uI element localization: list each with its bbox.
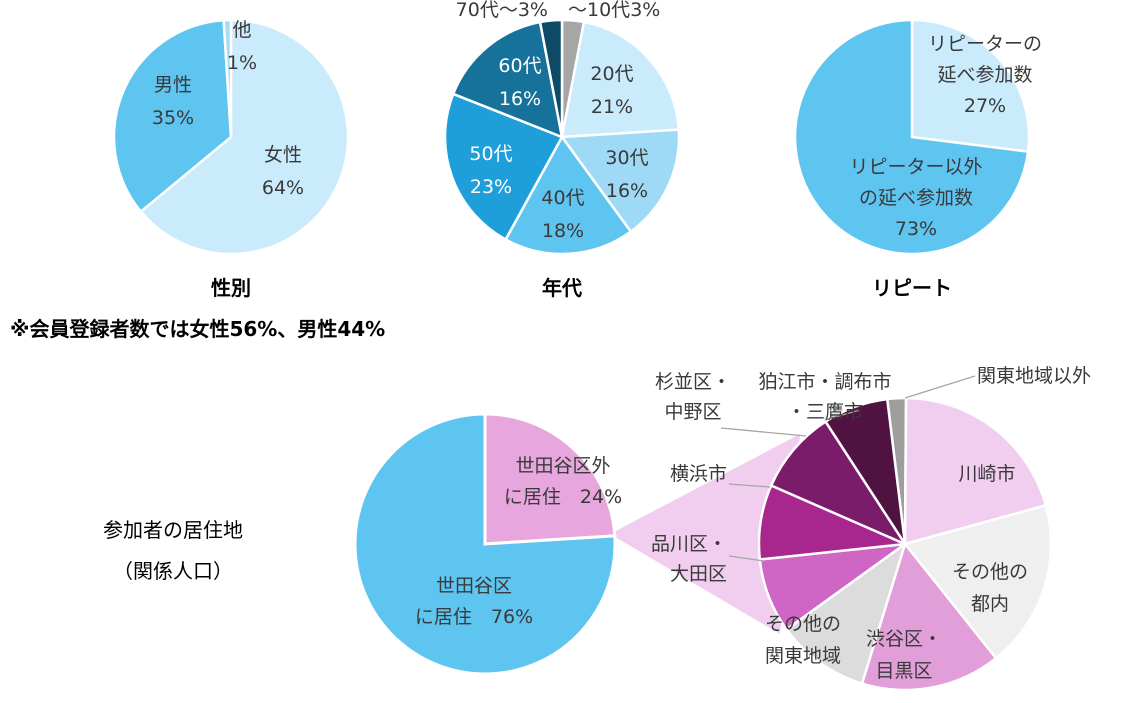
slice-label-age-0: 〜10代3%	[568, 0, 660, 21]
pie-chart-gender: 女性 64% 男性 35% 他 1%	[112, 18, 350, 256]
breakdown-label-3-0: 渋谷区・	[866, 628, 942, 650]
pie-breakdown-slice-1	[903, 396, 1048, 546]
breakdown-label-5-0: 品川区・	[651, 533, 727, 555]
pie-residence-slice-0	[483, 412, 617, 546]
slice-label-age-6: 70代〜3%	[456, 0, 548, 21]
slice-value-age-5: 16%	[499, 88, 541, 110]
pie-gender-slice-0	[139, 18, 350, 256]
pie-chart-age: 20代21%30代16%40代18%50代23%60代16%〜10代3%70代〜…	[443, 0, 681, 256]
breakdown-label-8-1: ・三鷹市	[787, 401, 863, 423]
breakdown-label-1-0: 川崎市	[958, 463, 1015, 485]
slice-label-age-6-name: 70代〜	[456, 0, 518, 21]
pie-gender-slice-1	[112, 18, 233, 214]
breakdown-label-7-0: 杉並区・	[655, 371, 731, 393]
breakdown-leader-6	[728, 483, 771, 488]
slice-label-gender-1: 男性	[154, 74, 192, 96]
breakdown-leader-5	[728, 555, 765, 562]
breakdown-leader-0	[904, 375, 976, 399]
pie-breakdown-slice-7	[769, 419, 909, 547]
chart-title-gender: 性別	[211, 276, 251, 300]
slice-value-age-2: 16%	[606, 180, 648, 202]
breakdown-label-8-0: 狛江市・調布市	[758, 371, 891, 393]
pie-age-slice-1	[560, 20, 681, 139]
pie-gender-slice-2	[222, 18, 233, 138]
slice-label-gender-0: 女性	[264, 144, 302, 166]
slice-label-repeat-1-1: の延べ参加数	[859, 187, 973, 209]
chart-title-residence: 参加者の居住地	[103, 518, 243, 542]
slice-label-age-1: 20代	[590, 63, 633, 85]
slice-label-age-3: 40代	[541, 187, 584, 209]
slice-value-gender-1: 35%	[152, 107, 194, 129]
breakdown-leader-8	[824, 409, 861, 421]
pie-age-slice-2	[559, 128, 681, 234]
pie-breakdown-slice-3	[860, 541, 998, 692]
pie-residence-slice-1	[353, 412, 617, 676]
pie-breakdown-slice-8	[823, 397, 907, 545]
slice-value-age-1: 21%	[591, 96, 633, 118]
slice-value-age-3: 18%	[542, 220, 584, 242]
pie-age-slice-6	[538, 18, 564, 138]
breakdown-label-2-0: その他の	[952, 561, 1028, 583]
slice-label-repeat-1-0: リピーター以外	[849, 156, 982, 178]
pie-chart-residence-breakdown: 川崎市その他の都内渋谷区・目黒区その他の関東地域関東地域以外品川区・大田区横浜市…	[651, 365, 1091, 692]
slice-label-repeat-0-1: 延べ参加数	[937, 64, 1032, 86]
slice-label-residence-0-1: に居住 24%	[504, 486, 622, 508]
slice-value-gender-0: 64%	[262, 177, 304, 199]
slice-value-age-4: 23%	[470, 176, 512, 198]
footnote: ※会員登録者数では女性56%、男性44%	[10, 317, 385, 341]
slice-value-residence-0: 24%	[580, 486, 622, 508]
slice-value-repeat-1: 73%	[895, 218, 937, 240]
pie-breakdown-slice-2	[902, 503, 1053, 660]
breakdown-label-7-1: 中野区	[664, 401, 721, 423]
breakdown-label-6-0: 横浜市	[670, 463, 727, 485]
breakdown-label-2-1: 都内	[971, 593, 1009, 615]
chart-title-age: 年代	[542, 276, 582, 300]
slice-label-gender-2: 他	[232, 19, 251, 41]
pie-age-slice-5	[451, 20, 564, 139]
pie-age-slice-4	[443, 92, 564, 242]
slice-value-residence-1: 76%	[491, 606, 533, 628]
pie-breakdown-slice-4	[784, 540, 908, 686]
breakdown-connector	[610, 434, 800, 634]
pie-repeat-slice-0	[910, 18, 1031, 154]
chart-title-repeat: リピート	[872, 276, 952, 300]
slice-label-residence-0-0: 世田谷区外	[515, 455, 610, 477]
slice-label-age-6-value: 3%	[518, 0, 548, 21]
slice-label-age-2: 30代	[605, 147, 648, 169]
slice-value-repeat-0: 27%	[964, 95, 1006, 117]
pie-repeat-slice-1	[793, 18, 1030, 256]
slice-label-age-4: 50代	[469, 143, 512, 165]
breakdown-label-4-0: その他の	[765, 613, 841, 635]
breakdown-label-4-1: 関東地域	[765, 645, 841, 667]
chart-subtitle-residence: （関係人口）	[113, 559, 233, 583]
slice-label-age-0-value: 3%	[630, 0, 660, 21]
pie-age-slice-3	[503, 134, 633, 256]
breakdown-label-3-1: 目黒区	[875, 660, 932, 682]
slice-label-residence-0-text: に居住	[504, 486, 580, 508]
breakdown-label-0-0: 関東地域以外	[977, 365, 1091, 387]
breakdown-leader-7	[720, 427, 807, 437]
slice-value-gender-2: 1%	[227, 52, 257, 74]
slice-label-age-5: 60代	[498, 55, 541, 77]
slice-label-residence-1-1: に居住 76%	[415, 606, 533, 628]
slice-label-residence-1-text: に居住	[415, 606, 491, 628]
slice-label-age-0-name: 〜10代	[568, 0, 630, 21]
breakdown-label-5-1: 大田区	[670, 563, 727, 585]
slice-label-residence-1-0: 世田谷区	[436, 575, 512, 597]
slice-label-repeat-0-0: リピーターの	[928, 33, 1042, 55]
